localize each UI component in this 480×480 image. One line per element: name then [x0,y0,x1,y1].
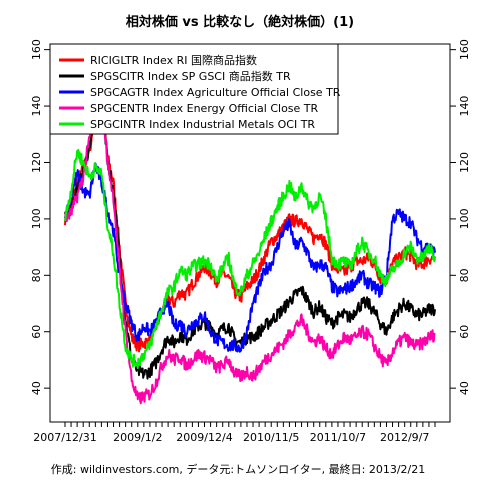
x-tick-label: 2011/10/7 [310,431,366,444]
x-tick-label: 2010/11/5 [243,431,299,444]
x-tick-label: 2007/12/31 [33,431,96,444]
chart-title: 相対株価 vs 比較なし（絶対株価）(1) [126,14,354,30]
y-tick-label-right: 80 [458,268,471,282]
y-tick-label-right: 40 [458,381,471,395]
x-tick-label: 2012/9/7 [380,431,429,444]
legend: RICIGLTR Index RI 国際商品指数 SPGSCITR Index S… [49,43,341,135]
y-tick-label-left: 100 [30,208,43,229]
series-line-3 [64,162,436,353]
series-line-1 [64,98,436,353]
chart-footer: 作成: wildinvestors.com, データ元:トムソンロイター, 最終… [51,462,425,476]
y-tick-label-left: 140 [30,96,43,117]
legend-label: RICIGLTR Index RI 国際商品指数 [90,53,257,67]
y-tick-label-left: 60 [30,325,43,339]
legend-label: SPGCINTR Index Industrial Metals OCI TR [90,118,315,131]
series-line-5 [64,148,436,370]
y-tick-label-right: 60 [458,325,471,339]
y-tick-label-right: 120 [458,152,471,173]
legend-label: SPGCENTR Index Energy Official Close TR [90,102,319,115]
legend-box [49,43,339,135]
y-tick-label-left: 40 [30,381,43,395]
y-tick-label-left: 120 [30,152,43,173]
y-tick-label-right: 140 [458,96,471,117]
y-tick-label-right: 100 [458,208,471,229]
series-layer [64,90,436,405]
series-line-2 [64,94,436,380]
y-tick-label-left: 80 [30,268,43,282]
x-tick-label: 2009/12/4 [176,431,232,444]
y-tick-label-left: 160 [30,39,43,60]
x-tick-label: 2009/1/2 [113,431,162,444]
legend-label: SPGSCITR Index SP GSCI 商品指数 TR [90,69,291,83]
y-tick-label-right: 160 [458,39,471,60]
series-line-4 [64,90,436,405]
axes-layer: 40 40 60 60 80 80 100 100 120 120 140 140 160 160 2007… [30,39,471,444]
legend-label: SPGCAGTR Index Agriculture Official Clos… [90,86,341,99]
